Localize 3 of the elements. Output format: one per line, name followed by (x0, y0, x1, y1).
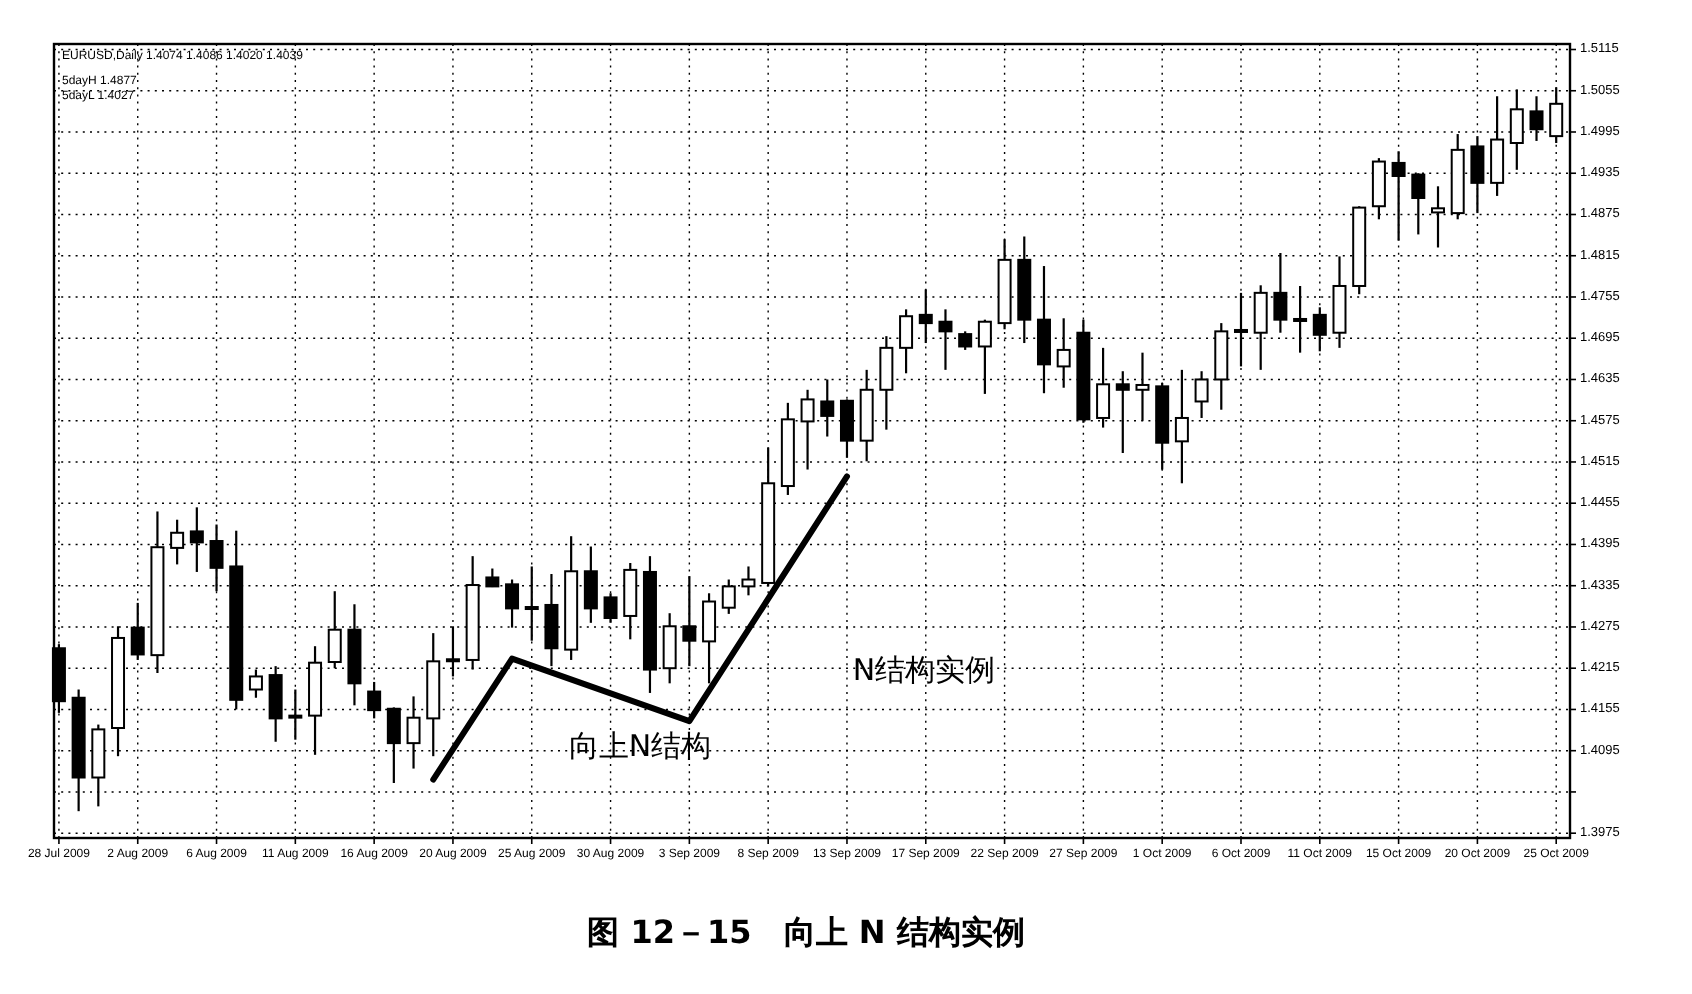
annotation: N结构实例 (852, 652, 996, 688)
text: 图 12－15 向上 N 结构实例 (587, 913, 1025, 951)
annotation: 向上N结构 (568, 728, 712, 764)
